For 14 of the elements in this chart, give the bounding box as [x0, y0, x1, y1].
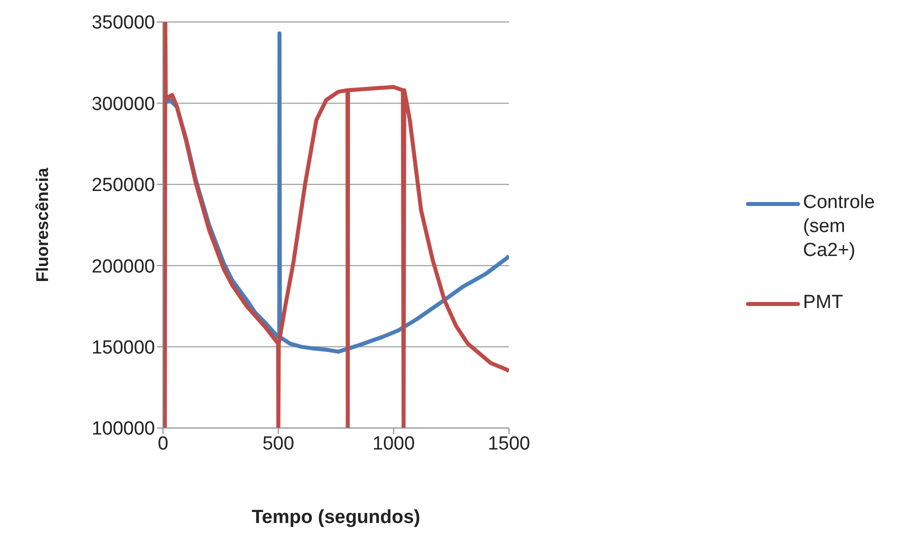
legend-label: Controle (sem Ca2+)	[803, 190, 876, 262]
x-axis-title: Tempo (segundos)	[252, 507, 420, 528]
y-tick-label: 250000	[92, 175, 155, 196]
legend-label: PMT	[803, 290, 844, 314]
y-tick-label: 200000	[92, 256, 155, 278]
y-tick-label: 350000	[92, 12, 155, 34]
x-tick-label: 1500	[488, 433, 530, 454]
y-axis-title: Fluorescência	[33, 167, 52, 282]
x-tick-label: 1000	[372, 433, 415, 454]
x-tick-label: 0	[158, 433, 168, 454]
x-tick-label: 500	[262, 433, 294, 454]
y-tick-label: 150000	[92, 338, 155, 359]
y-tick-label: 100000	[92, 418, 155, 440]
y-tick-label: 300000	[92, 94, 155, 115]
